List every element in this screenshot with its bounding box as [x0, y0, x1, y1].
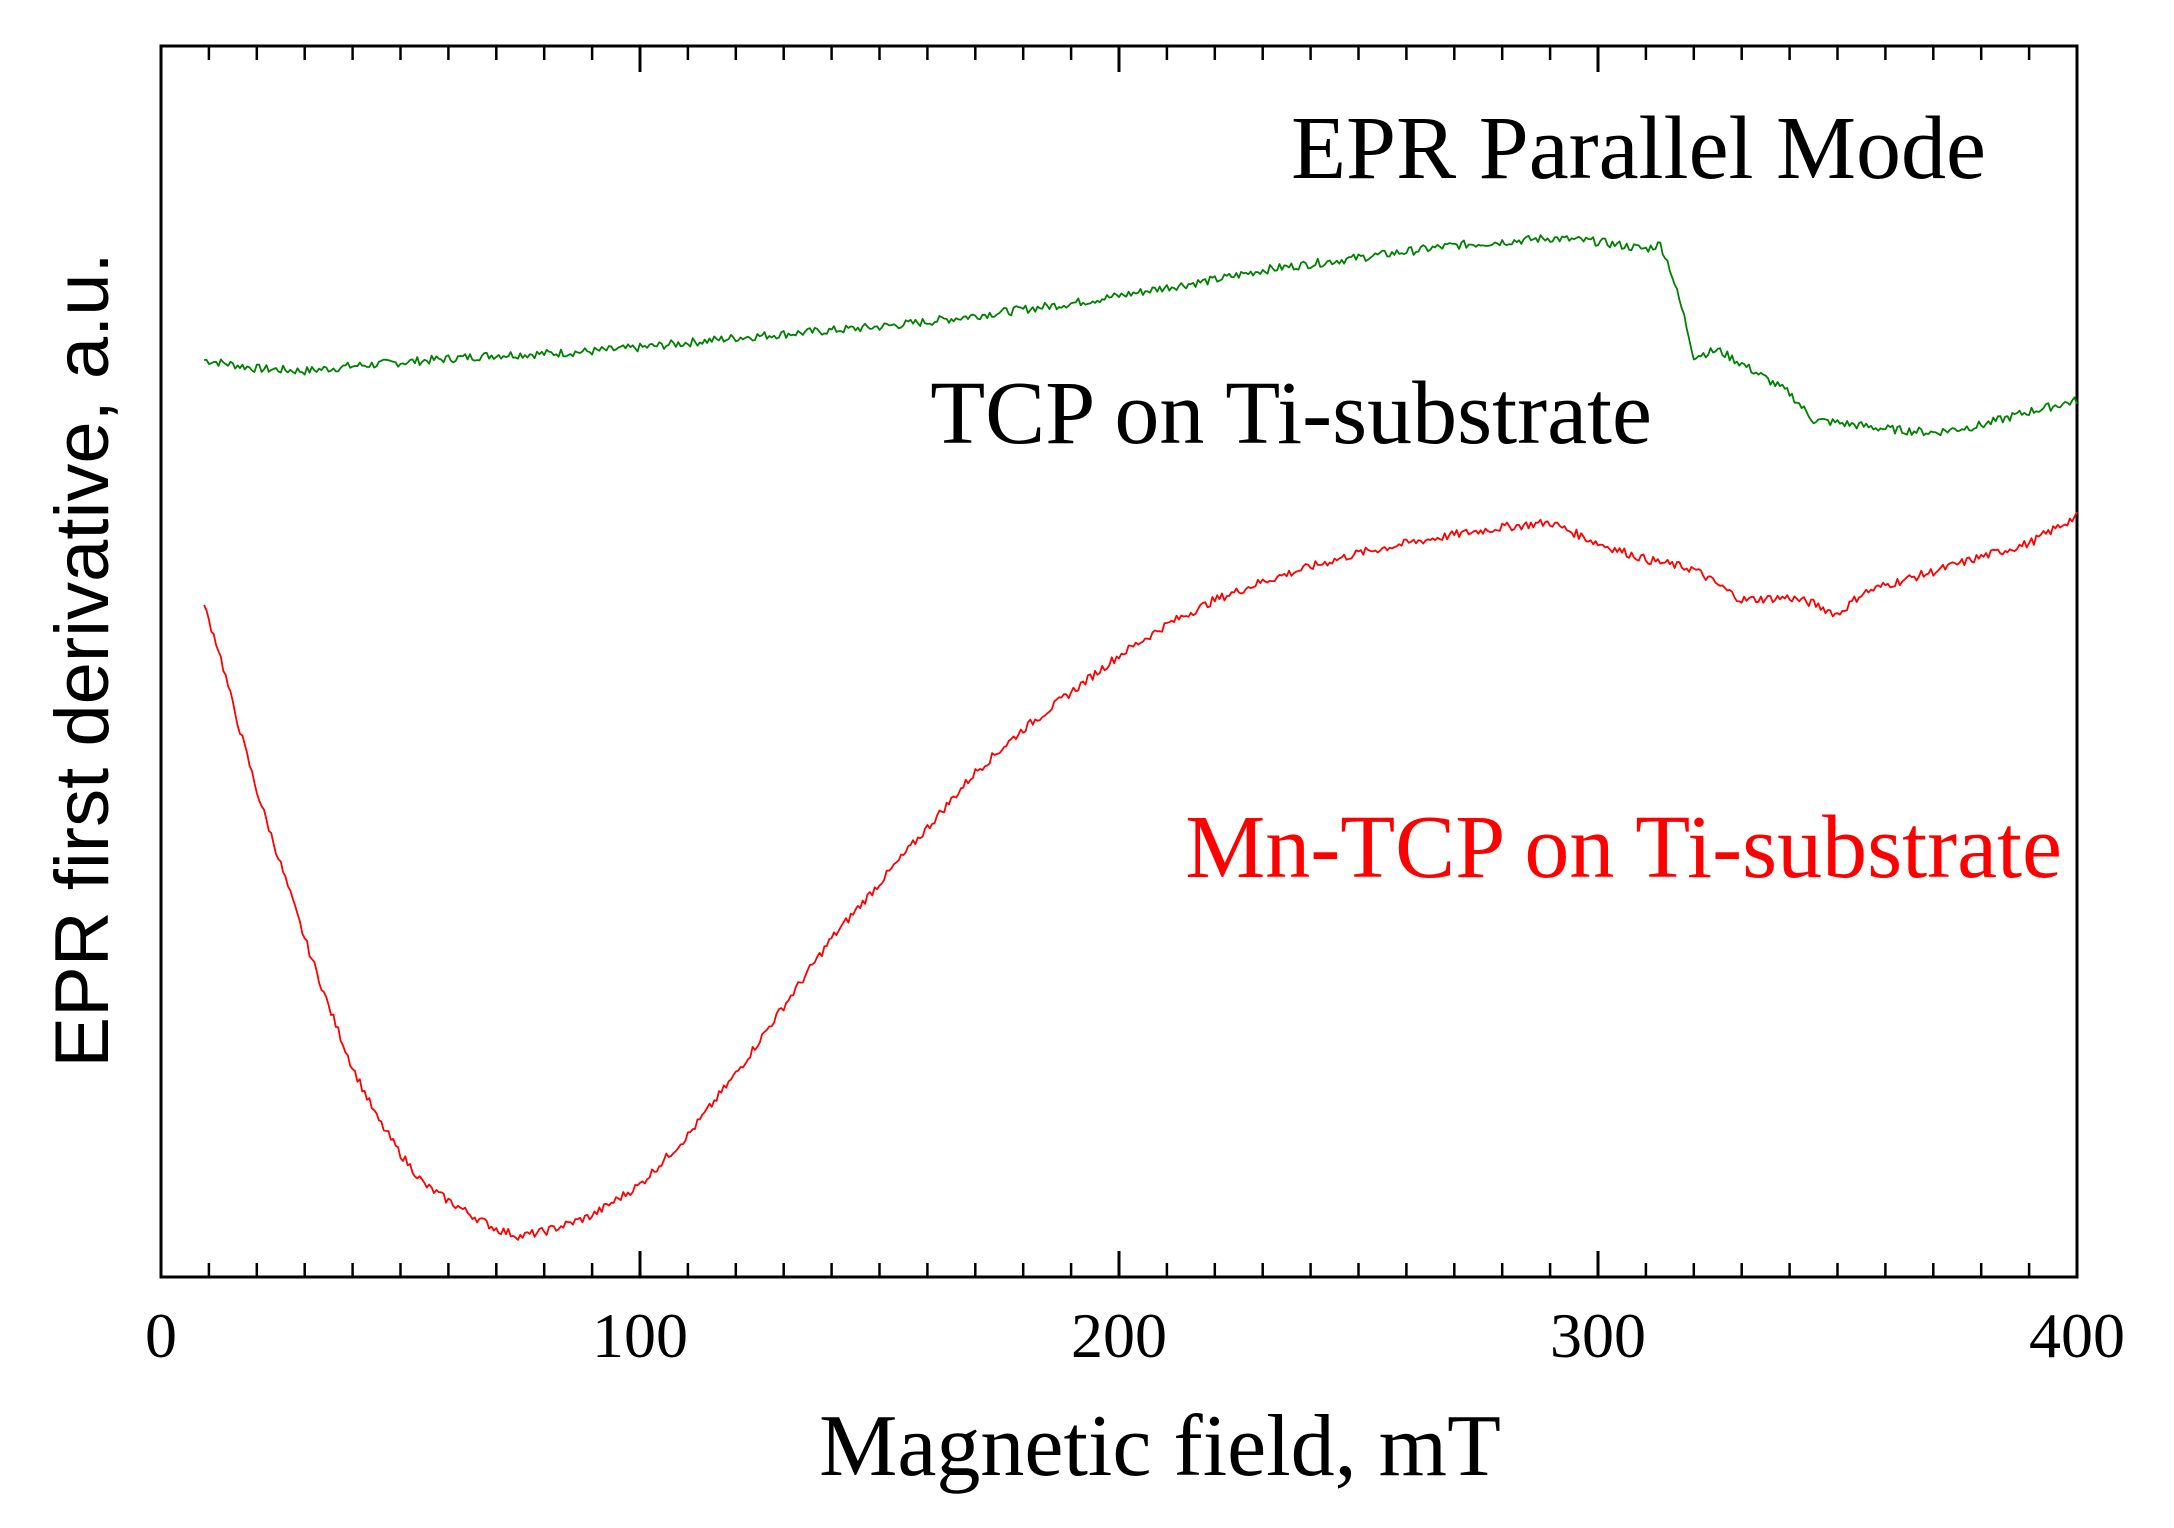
x-tick-label-400: 400	[2029, 1300, 2125, 1371]
x-tick-label-100: 100	[592, 1300, 688, 1371]
tick-marks	[159, 46, 2079, 1277]
x-axis-title: Magnetic field, mT	[819, 1398, 1501, 1495]
series-line-mn-tcp	[203, 511, 2078, 1241]
annotation-mn-tcp-label: Mn-TCP on Ti-substrate	[1185, 798, 2062, 897]
x-tick-label-200: 200	[1071, 1300, 1167, 1371]
annotation-epr-parallel-mode: EPR Parallel Mode	[1291, 99, 1986, 198]
annotation-tcp-label: TCP on Ti-substrate	[930, 364, 1652, 463]
y-axis-title: EPR first derivative, a.u.	[40, 252, 125, 1067]
plot-frame	[159, 44, 2079, 1279]
series-line-tcp	[204, 234, 2078, 437]
series-lines	[203, 234, 2078, 1241]
x-tick-labels: 0 100 200 300 400	[145, 1300, 2125, 1371]
x-tick-label-0: 0	[145, 1300, 177, 1371]
x-tick-label-300: 300	[1550, 1300, 1646, 1371]
